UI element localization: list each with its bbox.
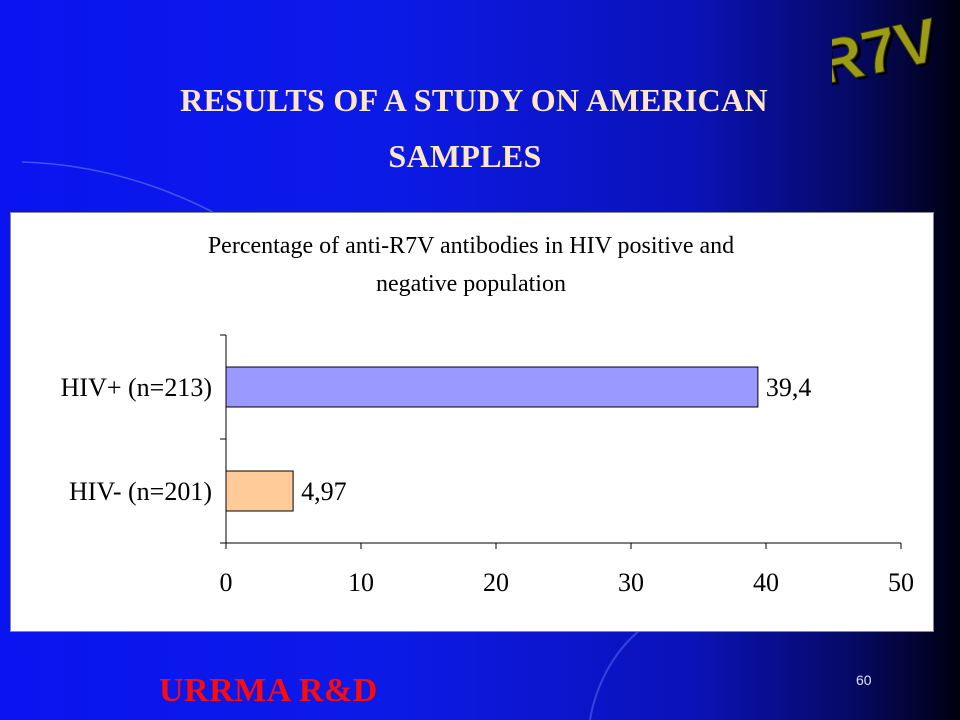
page-number: 60 [856,672,872,688]
y-category-label: HIV+ (n=213) [61,373,212,402]
chart-title-line-1: Percentage of anti-R7V antibodies in HIV… [208,233,734,259]
bar-hiv-positive [225,366,759,408]
slide-title-line-1: RESULTS OF A STUDY ON AMERICAN [180,82,768,118]
chart-panel: Percentage of anti-R7V antibodies in HIV… [10,212,934,632]
x-tick-label: 40 [753,568,779,597]
x-tick-label: 20 [483,568,509,597]
bar-value-label: 4,97 [301,477,347,506]
slide-title: RESULTS OF A STUDY ON AMERICAN SAMPLES [0,72,960,184]
plot-area: HIV+ (n=213) 39,4 HIV- (n=201) 4,97 0 10 20 30 4… [61,334,914,597]
logo-text: R7V [832,10,942,98]
x-tick-label: 0 [220,568,233,597]
bar-hiv-negative [225,470,294,512]
x-tick-label: 50 [888,568,914,597]
chart-title-line-2: negative population [376,271,566,297]
bar-value-label: 39,4 [766,373,812,402]
footer-organization: URRMA R&D [159,672,378,709]
x-tick-label: 30 [618,568,644,597]
slide-title-line-2: SAMPLES [388,138,542,174]
y-category-label: HIV- (n=201) [69,477,212,506]
r7v-logo: R7V R7V [832,10,942,101]
bar-chart: Percentage of anti-R7V antibodies in HIV… [61,233,914,597]
x-tick-label: 10 [348,568,374,597]
